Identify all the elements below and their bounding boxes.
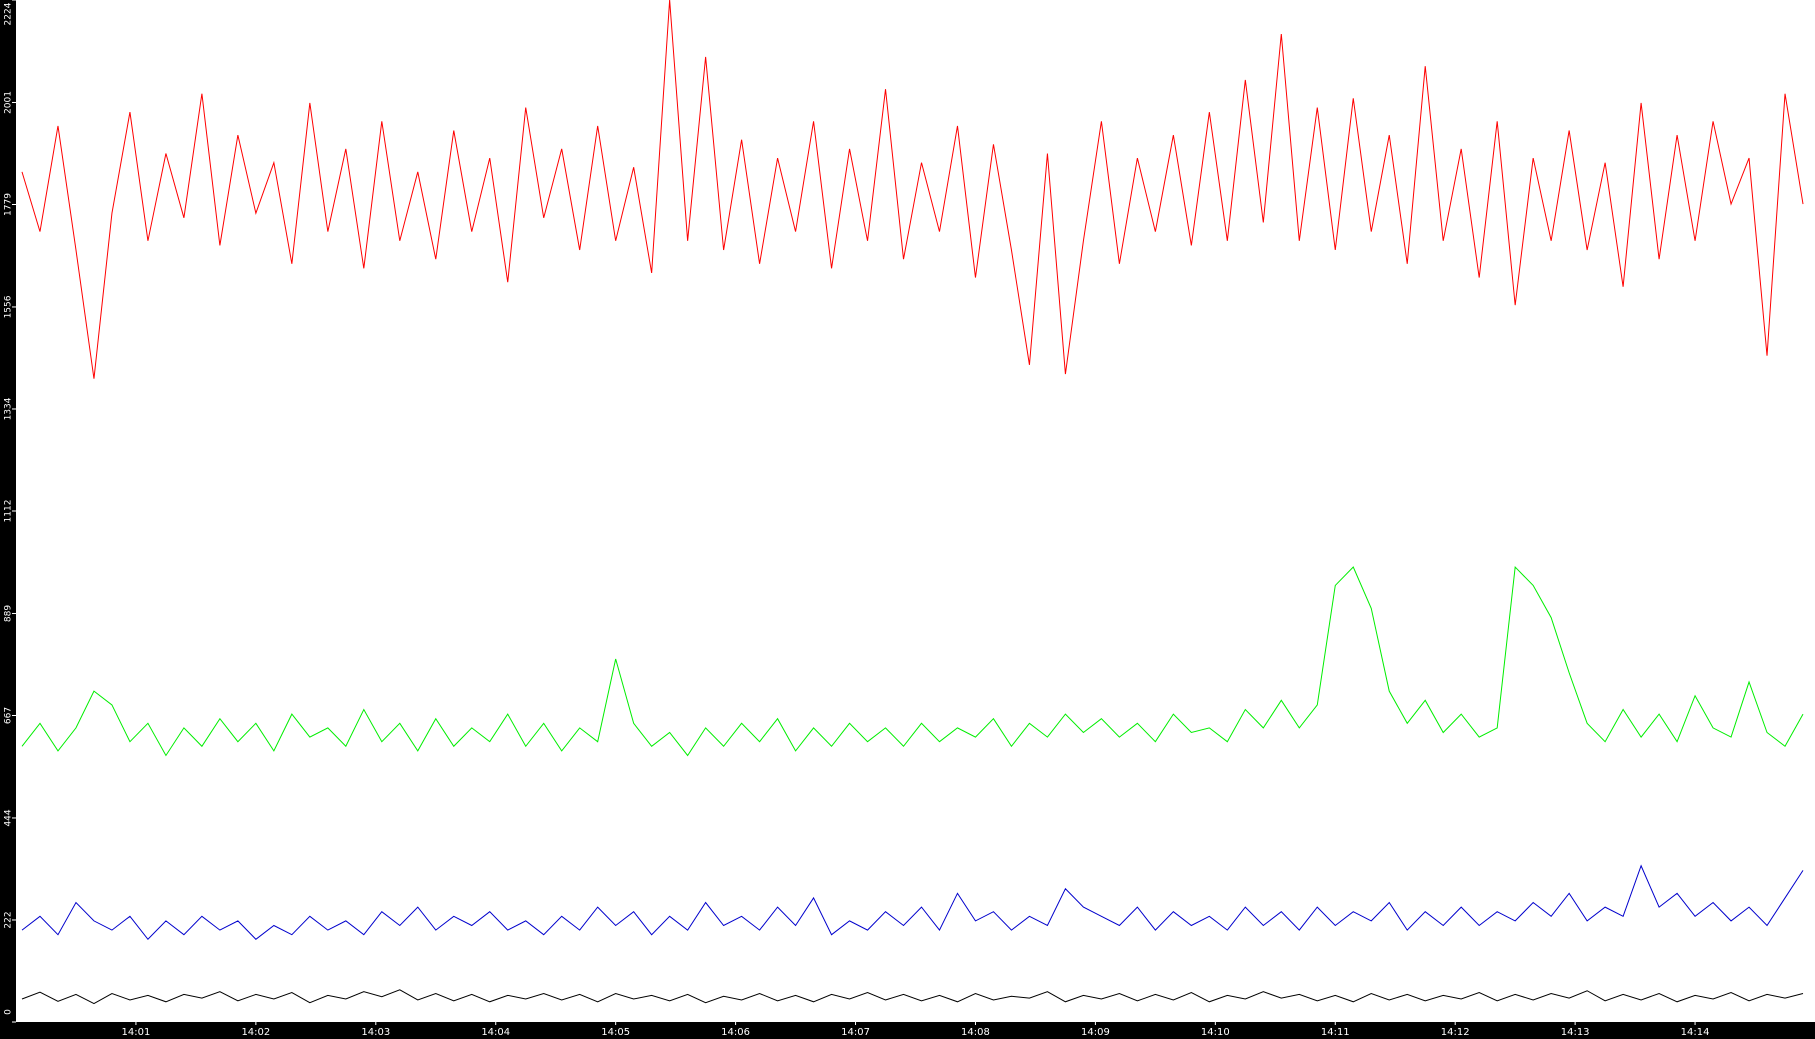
x-tick-label: 14:04 (481, 1027, 510, 1038)
x-tick-label: 14:14 (1681, 1027, 1710, 1038)
x-tick-label: 14:05 (601, 1027, 630, 1038)
y-tick-label: 1334 (4, 397, 14, 420)
y-tick-label: 1112 (4, 500, 14, 523)
x-tick-label: 14:10 (1201, 1027, 1230, 1038)
y-tick-label: 1556 (4, 295, 14, 318)
x-tick-label: 14:07 (841, 1027, 870, 1038)
y-tick-label: 667 (4, 707, 14, 724)
series-line (21, 0, 1804, 379)
x-tick-label: 14:06 (721, 1027, 750, 1038)
y-tick-label: 0 (4, 1009, 14, 1015)
x-tick-label: 14:08 (961, 1027, 990, 1038)
y-tick-label: 1779 (4, 193, 14, 216)
x-tick-label: 14:01 (122, 1027, 151, 1038)
series-line (21, 864, 1804, 941)
y-tick-label: 222 (4, 911, 14, 928)
y-tick-label: 444 (4, 809, 14, 826)
y-tick-label: 2001 (4, 91, 14, 114)
series-line (21, 565, 1804, 757)
x-axis-strip (0, 1022, 1815, 1039)
x-tick-label: 14:09 (1081, 1027, 1110, 1038)
y-tick-label: 889 (4, 605, 14, 622)
x-tick-label: 14:02 (241, 1027, 270, 1038)
series-line (21, 989, 1804, 1005)
x-tick-label: 14:13 (1561, 1027, 1590, 1038)
y-tick-label: 2224 (4, 2, 14, 25)
x-tick-label: 14:11 (1321, 1027, 1350, 1038)
x-tick-label: 14:12 (1441, 1027, 1470, 1038)
y-axis-strip (0, 0, 16, 1039)
x-tick-label: 14:03 (361, 1027, 390, 1038)
